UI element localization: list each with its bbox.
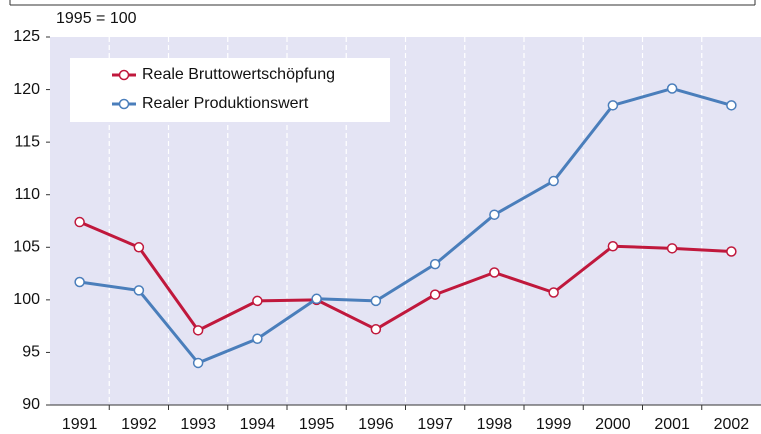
point — [489, 209, 500, 220]
point — [666, 83, 678, 94]
subtitle: 1995 = 100 — [56, 10, 137, 27]
point — [192, 325, 204, 336]
point — [607, 100, 619, 111]
legend-box — [70, 58, 390, 122]
point — [252, 333, 263, 345]
point — [726, 246, 737, 257]
point — [548, 175, 559, 187]
point — [489, 267, 500, 278]
x-tick-label: 1997 — [417, 416, 453, 433]
point — [74, 276, 85, 288]
y-tick-label: 115 — [14, 133, 40, 150]
point — [192, 357, 204, 369]
y-tick-label: 95 — [22, 344, 40, 361]
point — [370, 324, 382, 335]
x-tick-label: 1992 — [121, 416, 157, 433]
y-tick-label: 120 — [13, 81, 40, 98]
x-tick-label: 1993 — [180, 416, 216, 433]
legend-marker — [118, 69, 130, 81]
point — [429, 289, 441, 300]
series-line — [79, 220, 732, 332]
x-tick-label: 2002 — [714, 416, 750, 433]
point — [429, 258, 441, 270]
y-tick-label: 90 — [22, 396, 40, 413]
x-tick-label: 1999 — [536, 416, 572, 433]
y-tick-label: 110 — [14, 186, 40, 203]
point — [252, 295, 263, 307]
x-tick-label: 1994 — [240, 416, 276, 433]
x-tick-label: 2001 — [654, 416, 690, 433]
point — [726, 100, 737, 111]
point — [133, 242, 145, 253]
point — [133, 285, 145, 296]
point — [370, 295, 382, 307]
point — [74, 216, 85, 228]
legend-marker — [118, 98, 130, 110]
y-tick-label: 125 — [13, 28, 40, 45]
x-tick-label: 1991 — [62, 416, 98, 433]
point — [666, 243, 678, 254]
legend-label: Realer Produktionswert — [142, 95, 309, 112]
x-tick-label: 1996 — [358, 416, 394, 433]
x-tick-label: 1998 — [477, 416, 513, 433]
point — [607, 240, 619, 252]
y-tick-label: 100 — [13, 291, 40, 308]
y-tick-label: 105 — [13, 239, 40, 256]
point — [548, 287, 559, 298]
series-line — [79, 87, 732, 365]
x-tick-label: 2000 — [595, 416, 631, 433]
point — [311, 293, 322, 305]
legend-label: Reale Bruttowertschöpfung — [142, 66, 335, 83]
x-tick-label: 1995 — [299, 416, 335, 433]
